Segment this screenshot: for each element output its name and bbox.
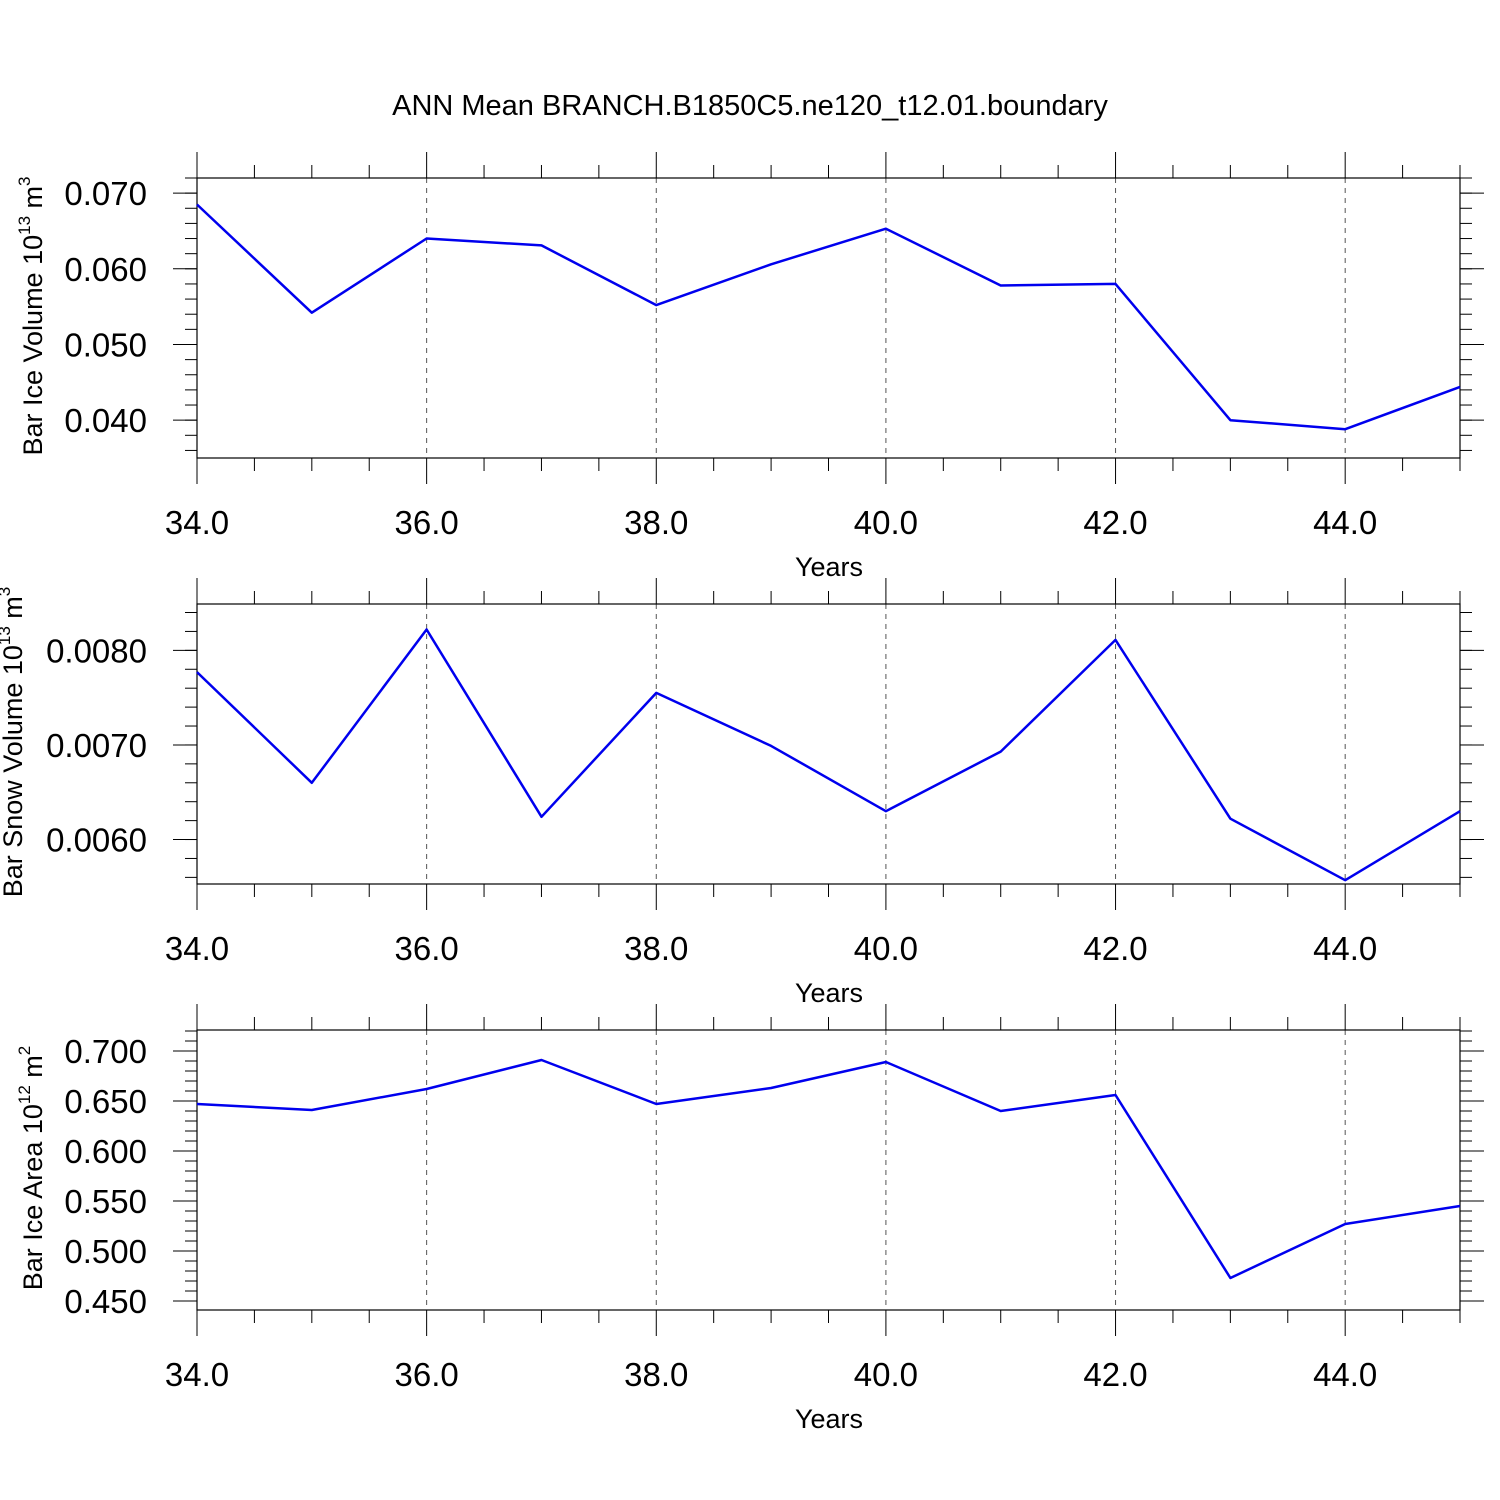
y-tick-label: 0.600 (64, 1133, 147, 1170)
y-tick-label: 0.500 (64, 1233, 147, 1270)
series-line (196, 1058, 1461, 1280)
y-tick-label: 0.070 (64, 175, 147, 212)
y-tick-label: 0.450 (64, 1283, 147, 1320)
y-tick-label: 0.550 (64, 1183, 147, 1220)
x-axis-label: Years (795, 1404, 863, 1434)
y-axis-label: Bar Snow Volume 1013 m3 (0, 587, 28, 898)
x-axis-label: Years (795, 978, 863, 1008)
panel-3: 34.0 36.0 38.0 40.0 42.0 44.0 Years 0.450 0.500 0… (15, 1004, 1484, 1434)
x-tick-label: 36.0 (395, 1356, 459, 1393)
y-tick-label: 0.0080 (46, 632, 147, 669)
x-tick-label: 38.0 (624, 1356, 688, 1393)
x-tick-label: 38.0 (624, 504, 688, 541)
x-tick-label: 44.0 (1313, 930, 1377, 967)
x-tick-label: 38.0 (624, 930, 688, 967)
y-axis-label: Bar Ice Volume 1013 m3 (15, 176, 48, 455)
figure-title: ANN Mean BRANCH.B1850C5.ne120_t12.01.bou… (392, 90, 1108, 122)
plot-frame (196, 177, 1461, 459)
y-tick-label: 0.040 (64, 402, 147, 439)
series-line (196, 203, 1461, 431)
panel-1: 34.0 36.0 38.0 40.0 42.0 44.0 Years 0.040 0.050 0… (15, 152, 1484, 582)
plot-frame (196, 1029, 1461, 1311)
x-tick-label: 36.0 (395, 504, 459, 541)
x-tick-label: 40.0 (854, 930, 918, 967)
y-axis-label: Bar Ice Area 1012 m2 (15, 1046, 48, 1291)
x-tick-label: 44.0 (1313, 1356, 1377, 1393)
y-tick-label: 0.060 (64, 251, 147, 288)
x-tick-label: 34.0 (165, 504, 229, 541)
y-tick-label: 0.0070 (46, 727, 147, 764)
panel-2: 34.0 36.0 38.0 40.0 42.0 44.0 Years 0.0060 0.007… (0, 578, 1484, 1008)
y-tick-label: 0.050 (64, 326, 147, 363)
series-line (196, 628, 1461, 882)
x-tick-label: 42.0 (1083, 504, 1147, 541)
x-tick-label: 44.0 (1313, 504, 1377, 541)
x-tick-label: 40.0 (854, 1356, 918, 1393)
plot-frame (196, 603, 1461, 885)
y-tick-label: 0.0060 (46, 822, 147, 859)
x-tick-label: 42.0 (1083, 930, 1147, 967)
x-tick-label: 36.0 (395, 930, 459, 967)
y-tick-label: 0.650 (64, 1083, 147, 1120)
x-axis-label: Years (795, 552, 863, 582)
x-tick-label: 34.0 (165, 1356, 229, 1393)
x-tick-label: 34.0 (165, 930, 229, 967)
y-tick-label: 0.700 (64, 1033, 147, 1070)
x-tick-label: 42.0 (1083, 1356, 1147, 1393)
x-tick-label: 40.0 (854, 504, 918, 541)
